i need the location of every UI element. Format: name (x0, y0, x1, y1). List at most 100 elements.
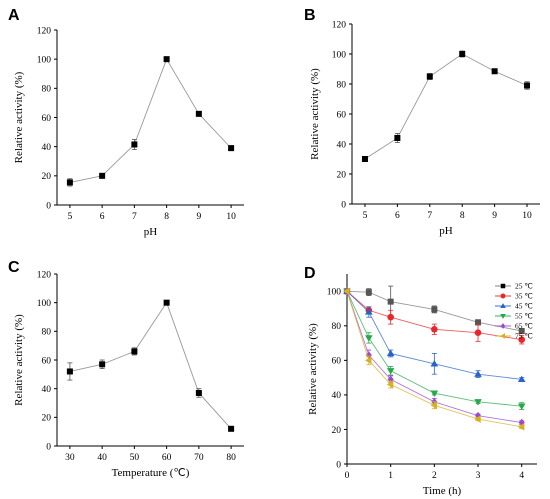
data-point (365, 308, 373, 315)
x-tick-label: 6 (100, 212, 105, 222)
data-point (228, 145, 235, 152)
y-tick-label: 120 (37, 270, 52, 280)
y-axis-label: Relative activity (%) (13, 314, 25, 406)
chart-panel-c: C 0 20 40 60 80 100 120 30 40 50 60 70 80 Temperature … (8, 259, 244, 479)
chart-panel-a: A 0 20 40 60 80 100 120 5 6 7 8 9 10 pH Relative activi… (8, 7, 244, 238)
legend-label: 75 ℃ (515, 332, 533, 341)
y-tick-label: 120 (332, 20, 347, 30)
x-tick-label: 7 (132, 212, 137, 222)
data-point (475, 319, 482, 326)
x-tick-label: 4 (519, 471, 524, 481)
data-point (394, 135, 401, 141)
legend-item: 55 ℃ (495, 312, 533, 321)
panel-letter: A (8, 7, 20, 24)
y-tick-label: 100 (332, 50, 347, 60)
data-point (524, 82, 531, 89)
panel-letter: D (304, 265, 316, 282)
data-point (66, 368, 73, 375)
x-tick-label: 2 (432, 471, 437, 481)
data-point (387, 375, 394, 384)
series-5 (343, 287, 525, 431)
y-tick-label: 0 (46, 201, 51, 211)
data-point (517, 375, 526, 383)
series-line (346, 291, 522, 407)
data-point (474, 370, 482, 377)
y-tick-label: 40 (42, 385, 52, 395)
x-tick-label: 70 (194, 453, 204, 463)
legend-item: 45 ℃ (495, 302, 533, 311)
data-point (431, 306, 438, 313)
legend: 25 ℃35 ℃45 ℃55 ℃65 ℃75 ℃ (495, 282, 533, 341)
y-tick-label: 0 (341, 200, 346, 210)
y-tick-label: 80 (42, 85, 52, 95)
x-tick-label: 80 (226, 453, 236, 463)
series-line (346, 290, 522, 380)
data-point (518, 336, 526, 343)
data-point (517, 423, 525, 431)
data-point (131, 141, 138, 148)
data-point (343, 287, 350, 296)
x-tick-label: 8 (164, 212, 169, 222)
data-point (430, 390, 439, 397)
x-tick-label: 40 (97, 453, 107, 463)
data-point (365, 356, 372, 365)
series-line (346, 291, 522, 423)
series-line (346, 290, 522, 341)
data-point (386, 368, 395, 375)
x-tick-label: 3 (476, 471, 481, 481)
data-point (365, 335, 373, 342)
legend-label: 25 ℃ (515, 282, 533, 291)
y-tick-label: 40 (42, 143, 52, 153)
legend-item: 75 ℃ (495, 332, 533, 341)
series-line (69, 58, 232, 183)
y-tick-label: 40 (332, 391, 342, 401)
y-tick-label: 20 (332, 426, 342, 436)
x-tick-label: 9 (196, 212, 201, 222)
panel-letter: B (304, 7, 316, 24)
data-point (517, 403, 526, 410)
legend-marker (500, 303, 506, 308)
x-tick-label: 30 (65, 453, 75, 463)
y-tick-label: 40 (337, 140, 347, 150)
y-tick-label: 60 (42, 114, 52, 124)
x-tick-label: 8 (460, 211, 465, 221)
legend-label: 35 ℃ (515, 292, 533, 301)
x-tick-label: 5 (68, 212, 73, 222)
y-tick-label: 20 (42, 414, 52, 424)
y-tick-label: 120 (37, 26, 52, 36)
data-point (431, 325, 438, 333)
y-axis-label: Relative activity (%) (309, 68, 321, 160)
chart-panel-d: D 0 20 40 60 80 100 0 1 2 3 4 Time (h) Relative activ… (304, 265, 537, 497)
data-point (474, 329, 482, 337)
x-tick-label: 6 (395, 211, 400, 221)
x-tick-label: 60 (162, 453, 172, 463)
data-point (99, 172, 106, 179)
x-axis-label: pH (144, 226, 158, 238)
series-line (364, 53, 528, 160)
data-point (195, 389, 202, 396)
legend-marker (500, 283, 506, 289)
panel-letter: C (8, 259, 20, 276)
data-point (387, 313, 394, 321)
data-point (459, 51, 466, 57)
data-point (426, 73, 433, 80)
y-tick-label: 80 (42, 328, 52, 338)
y-axis-label: Relative activity (%) (307, 323, 319, 415)
series-2 (343, 287, 526, 383)
data-point (474, 415, 481, 423)
x-tick-label: 1 (388, 471, 393, 481)
x-tick-label: 50 (130, 453, 140, 463)
y-tick-label: 60 (337, 110, 347, 120)
legend-marker (500, 333, 505, 339)
y-tick-label: 0 (336, 460, 341, 470)
legend-marker (500, 314, 506, 319)
data-point (365, 289, 372, 296)
data-point (518, 328, 525, 334)
y-tick-label: 60 (332, 357, 342, 367)
legend-marker (500, 293, 506, 299)
legend-label: 65 ℃ (515, 322, 533, 331)
data-point (474, 399, 482, 406)
data-point (518, 418, 525, 427)
y-tick-label: 100 (37, 299, 52, 309)
